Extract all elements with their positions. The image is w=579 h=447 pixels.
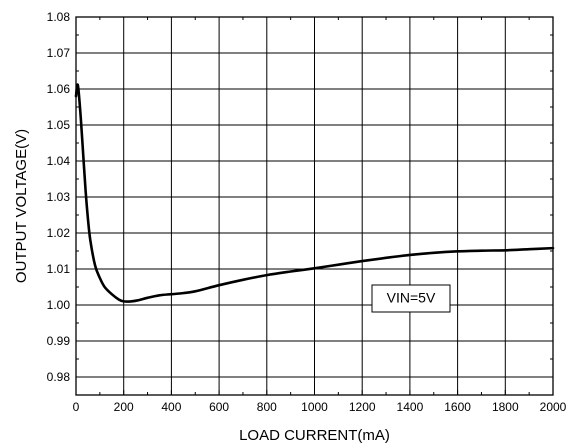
x-tick-label: 0 <box>73 400 80 414</box>
x-tick-label: 600 <box>209 400 229 414</box>
y-tick-label: 1.07 <box>47 46 71 60</box>
x-tick-label: 1400 <box>397 400 424 414</box>
y-tick-label: 0.99 <box>47 334 71 348</box>
annotation-box: VIN=5V <box>371 284 451 313</box>
series-line <box>74 83 555 303</box>
tick-labels: 0 200 400 600 800 1000 1200 1400 1600 1800 2000 0.9… <box>47 10 567 414</box>
grid <box>75 16 554 395</box>
plot-frame <box>75 16 554 396</box>
x-tick-label: 1200 <box>349 400 376 414</box>
x-tick-label: 1600 <box>444 400 471 414</box>
x-tick-label: 200 <box>114 400 134 414</box>
x-tick-label: 400 <box>161 400 181 414</box>
y-tick-label: 1.04 <box>47 154 71 168</box>
annotation-frame <box>371 284 451 313</box>
x-axis-label: LOAD CURRENT(mA) <box>239 427 390 444</box>
y-tick-label: 1.05 <box>47 118 71 132</box>
x-tick-label: 1000 <box>301 400 328 414</box>
annotation-label: VIN=5V <box>387 290 436 306</box>
x-tick-label: 1800 <box>492 400 519 414</box>
y-tick-label: 1.08 <box>47 10 71 24</box>
y-tick-label: 1.06 <box>47 82 71 96</box>
y-axis-label: OUTPUT VOLTAGE(V) <box>13 129 30 283</box>
x-tick-label: 800 <box>257 400 277 414</box>
x-tick-label: 2000 <box>540 400 567 414</box>
y-tick-label: 1.03 <box>47 190 71 204</box>
y-tick-label: 1.02 <box>47 226 71 240</box>
y-tick-label: 1.00 <box>47 298 71 312</box>
y-tick-label: 1.01 <box>47 262 71 276</box>
y-tick-label: 0.98 <box>47 370 71 384</box>
